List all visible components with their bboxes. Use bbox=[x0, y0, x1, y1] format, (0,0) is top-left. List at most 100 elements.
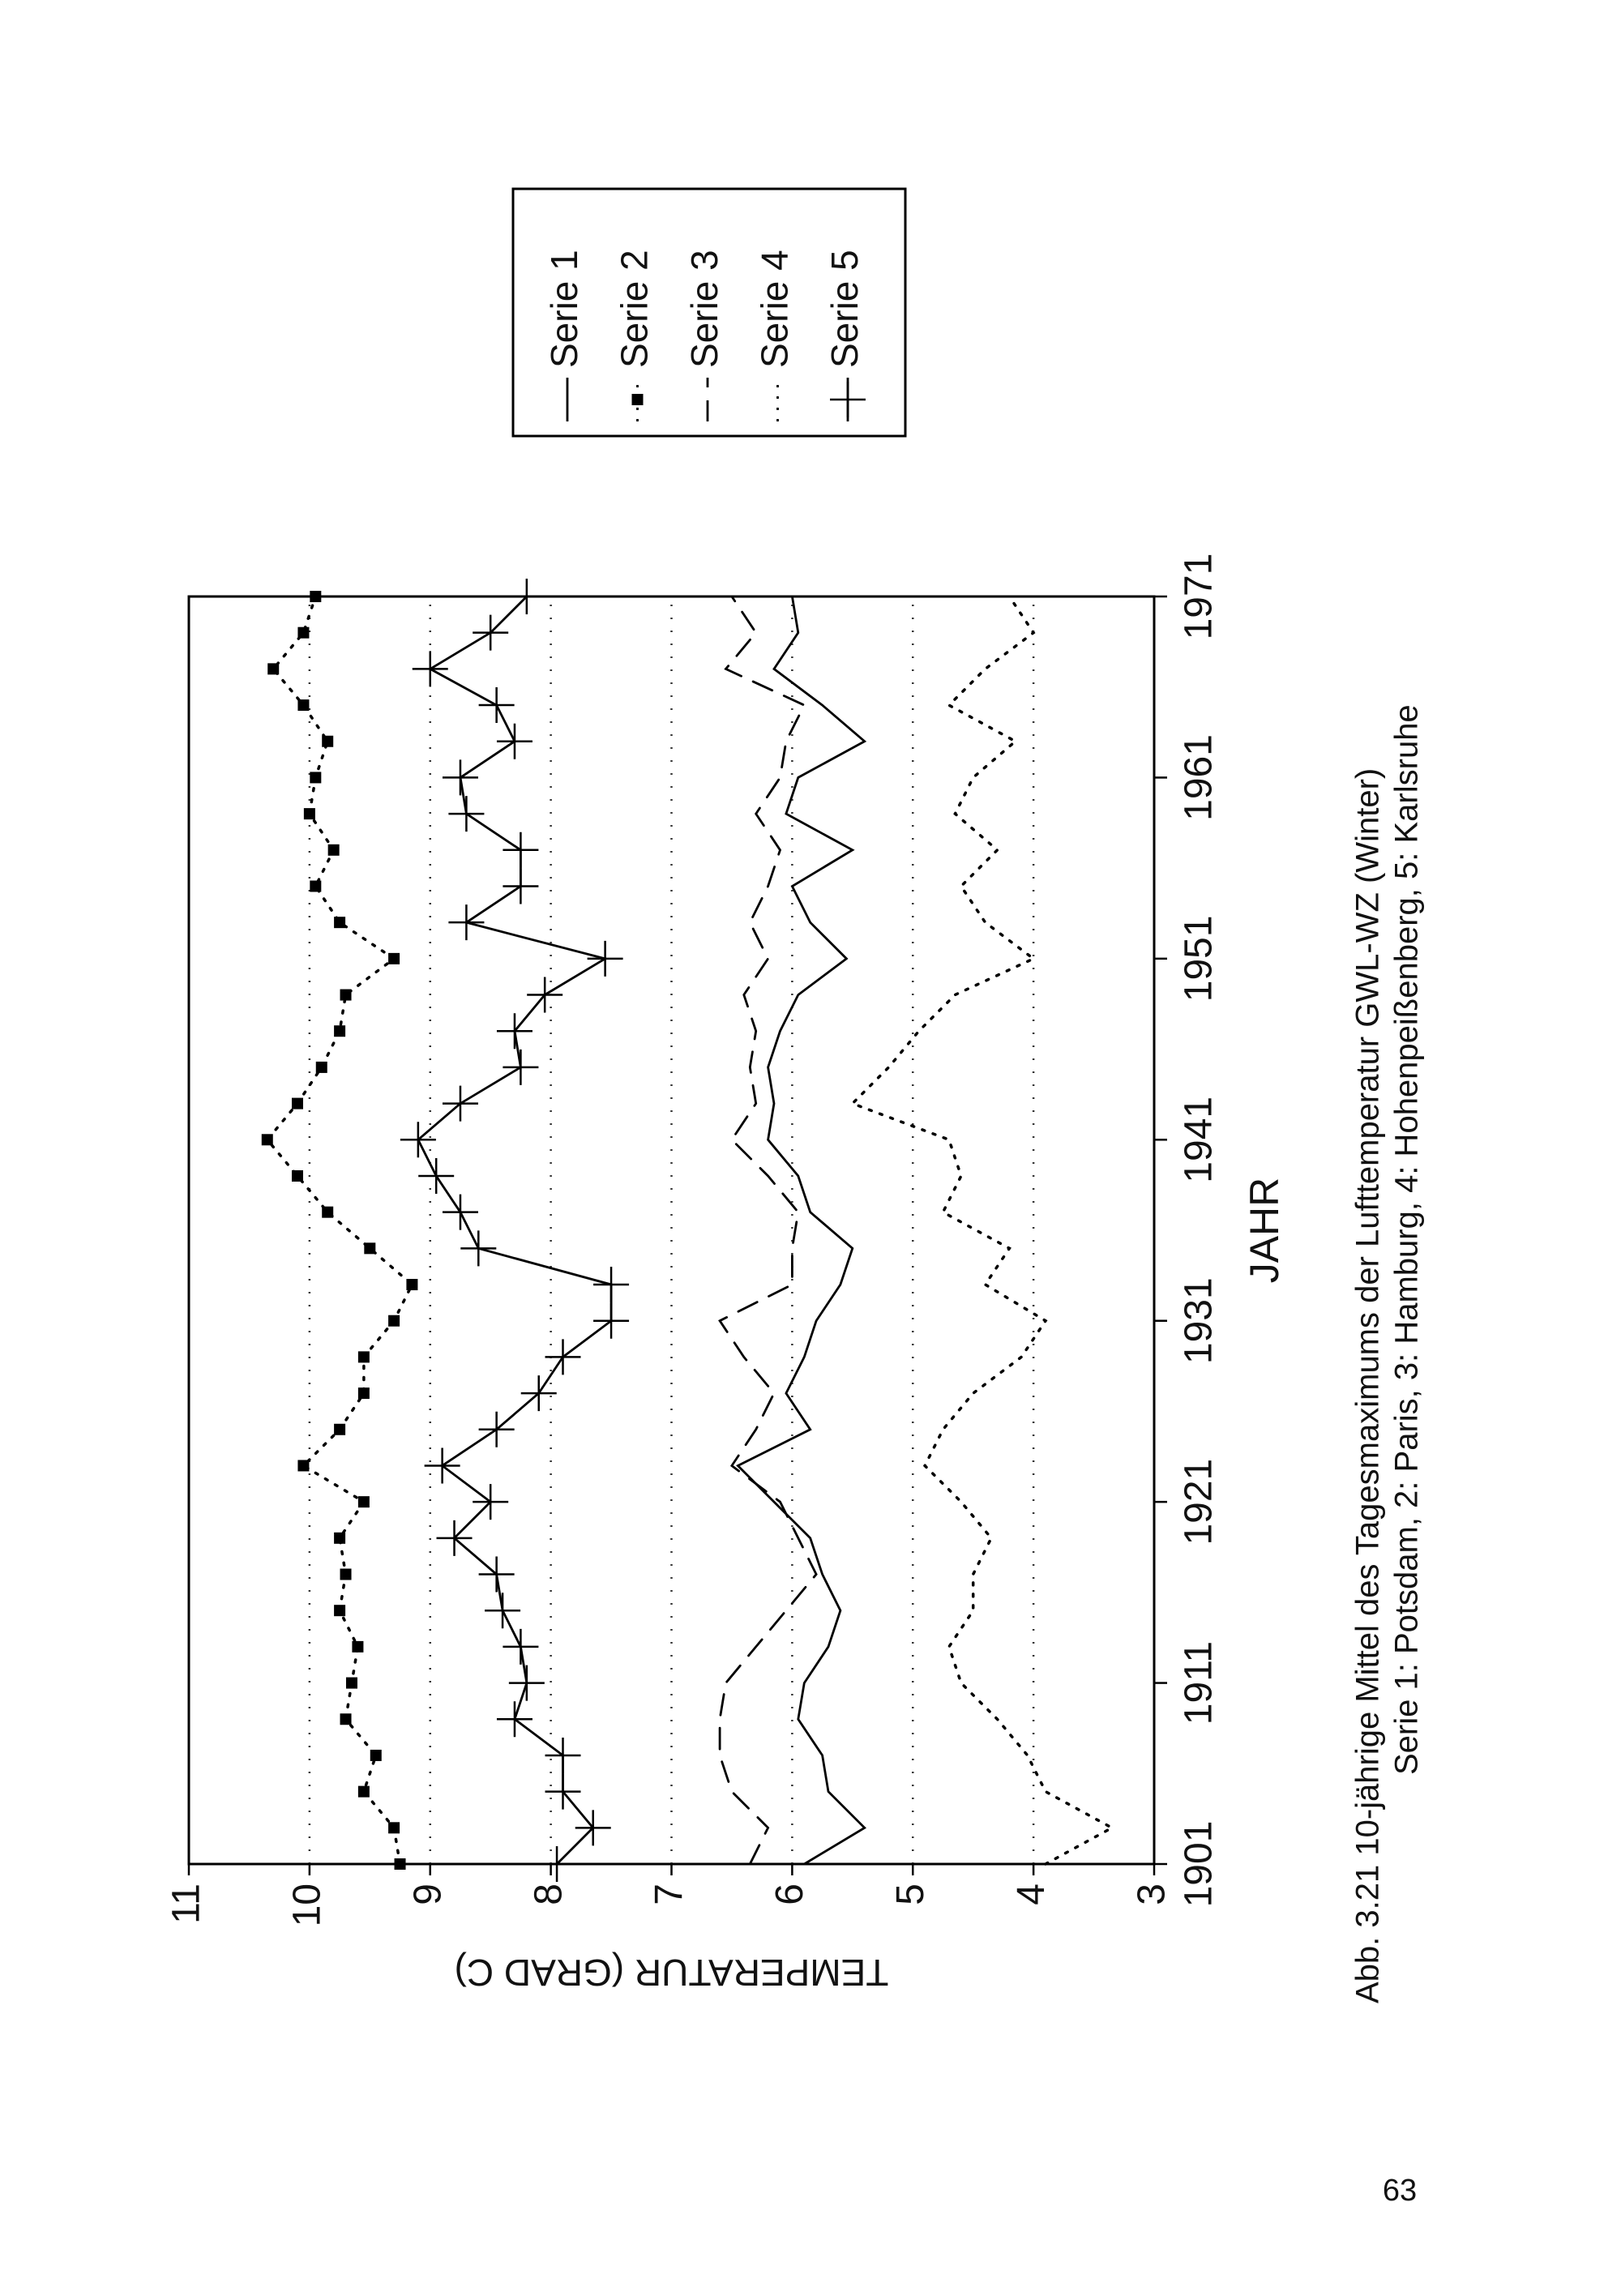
marker-square bbox=[322, 735, 334, 747]
legend-frame bbox=[511, 187, 907, 438]
x-tick-label: 1911 bbox=[1178, 1641, 1221, 1725]
marker-square bbox=[352, 1640, 364, 1653]
series-line bbox=[265, 595, 414, 1866]
y-tick-label: 4 bbox=[1010, 1883, 1053, 1905]
page-number: 63 bbox=[1383, 2174, 1417, 2208]
marker-square bbox=[357, 1496, 370, 1508]
x-tick-label: 1921 bbox=[1178, 1459, 1221, 1546]
marker-plus bbox=[587, 940, 623, 977]
marker-plus bbox=[478, 1411, 515, 1447]
y-tick-label: 8 bbox=[527, 1883, 570, 1905]
y-axis-label: TEMPERATUR (GRAD C) bbox=[455, 1952, 889, 1994]
y-tick-label: 6 bbox=[768, 1883, 811, 1905]
y-tick-label: 3 bbox=[1131, 1883, 1174, 1905]
marker-square bbox=[310, 591, 322, 602]
marker-plus bbox=[545, 1737, 581, 1773]
marker-square bbox=[388, 1822, 400, 1834]
marker-plus bbox=[448, 796, 485, 832]
marker-square bbox=[315, 1061, 327, 1073]
marker-plus bbox=[473, 614, 509, 651]
legend-label: Serie 2 bbox=[614, 250, 656, 368]
marker-plus bbox=[545, 1773, 581, 1810]
x-tick-label: 1941 bbox=[1178, 1097, 1221, 1183]
legend-label: Serie 4 bbox=[754, 250, 796, 368]
marker-plus bbox=[448, 904, 485, 941]
marker-plus bbox=[473, 1484, 509, 1520]
marker-plus bbox=[830, 382, 866, 417]
marker-plus bbox=[418, 1157, 455, 1194]
marker-square bbox=[345, 1677, 357, 1689]
marker-square bbox=[340, 989, 352, 1001]
marker-plus bbox=[496, 1701, 532, 1738]
y-tick-label: 9 bbox=[406, 1883, 449, 1905]
series-line bbox=[849, 595, 1115, 1866]
marker-square bbox=[310, 772, 322, 784]
x-axis-label: JAHR bbox=[1242, 1178, 1287, 1284]
marker-plus bbox=[424, 1447, 460, 1484]
marker-plus bbox=[400, 1122, 436, 1158]
marker-square bbox=[310, 880, 322, 892]
marker-square bbox=[340, 1568, 352, 1580]
marker-plus bbox=[496, 723, 532, 759]
marker-plus bbox=[593, 1267, 630, 1303]
marker-square bbox=[303, 808, 315, 820]
legend: Serie 1 Serie 2 Serie 3 Serie 4 Serie 5 bbox=[511, 187, 907, 438]
series-line bbox=[417, 595, 613, 1866]
x-tick-label: 1971 bbox=[1178, 554, 1221, 640]
x-tick-label: 1901 bbox=[1178, 1821, 1221, 1908]
marker-square bbox=[261, 1134, 273, 1146]
marker-plus bbox=[508, 579, 545, 614]
marker-plus bbox=[496, 1013, 532, 1050]
marker-plus bbox=[527, 977, 563, 1013]
marker-plus bbox=[545, 1339, 581, 1375]
series-line bbox=[718, 595, 818, 1866]
marker-square bbox=[291, 1097, 303, 1110]
marker-plus bbox=[436, 1520, 473, 1556]
legend-label: Serie 3 bbox=[683, 250, 725, 368]
caption: Abb. 3.21 10-jährige Mittel des Tagesmax… bbox=[1350, 704, 1425, 2003]
marker-square bbox=[297, 699, 310, 712]
marker-square bbox=[297, 626, 310, 639]
marker-plus bbox=[539, 1846, 575, 1882]
marker-plus bbox=[412, 651, 448, 687]
marker-square bbox=[322, 1206, 334, 1218]
marker-square bbox=[357, 1785, 370, 1798]
marker-plus bbox=[593, 1302, 630, 1339]
marker-square bbox=[388, 952, 400, 964]
marker-square bbox=[334, 1025, 346, 1037]
marker-plus bbox=[503, 868, 539, 904]
caption-line: Abb. 3.21 10-jährige Mittel des Tagesmax… bbox=[1350, 768, 1386, 2003]
y-tick-label: 10 bbox=[286, 1883, 329, 1926]
y-tick-label: 5 bbox=[889, 1883, 932, 1905]
marker-square bbox=[631, 394, 644, 405]
marker-square bbox=[334, 917, 346, 929]
plot-frame bbox=[187, 595, 1156, 1866]
marker-plus bbox=[442, 1085, 478, 1122]
marker-plus bbox=[442, 1194, 478, 1230]
marker-square bbox=[357, 1387, 370, 1400]
marker-plus bbox=[503, 832, 539, 868]
marker-square bbox=[267, 663, 280, 675]
marker-square bbox=[334, 1532, 346, 1544]
marker-plus bbox=[478, 1556, 515, 1593]
marker-plus bbox=[503, 1628, 539, 1665]
marker-square bbox=[334, 1605, 346, 1617]
marker-square bbox=[327, 844, 340, 856]
marker-square bbox=[357, 1351, 370, 1363]
y-tick-label: 11 bbox=[165, 1883, 208, 1924]
caption-line: Serie 1: Potsdam, 2: Paris, 3: Hamburg, … bbox=[1389, 704, 1425, 1775]
x-tick-label: 1961 bbox=[1178, 734, 1221, 821]
marker-square bbox=[406, 1279, 418, 1291]
marker-plus bbox=[485, 1593, 521, 1629]
marker-plus bbox=[503, 1049, 539, 1085]
marker-square bbox=[388, 1315, 400, 1327]
y-tick-label: 7 bbox=[648, 1883, 691, 1905]
legend-label: Serie 5 bbox=[823, 250, 866, 368]
marker-plus bbox=[460, 1230, 497, 1267]
marker-plus bbox=[520, 1375, 557, 1412]
legend-label: Serie 1 bbox=[543, 250, 585, 368]
marker-square bbox=[364, 1242, 376, 1255]
x-tick-label: 1931 bbox=[1178, 1277, 1221, 1364]
